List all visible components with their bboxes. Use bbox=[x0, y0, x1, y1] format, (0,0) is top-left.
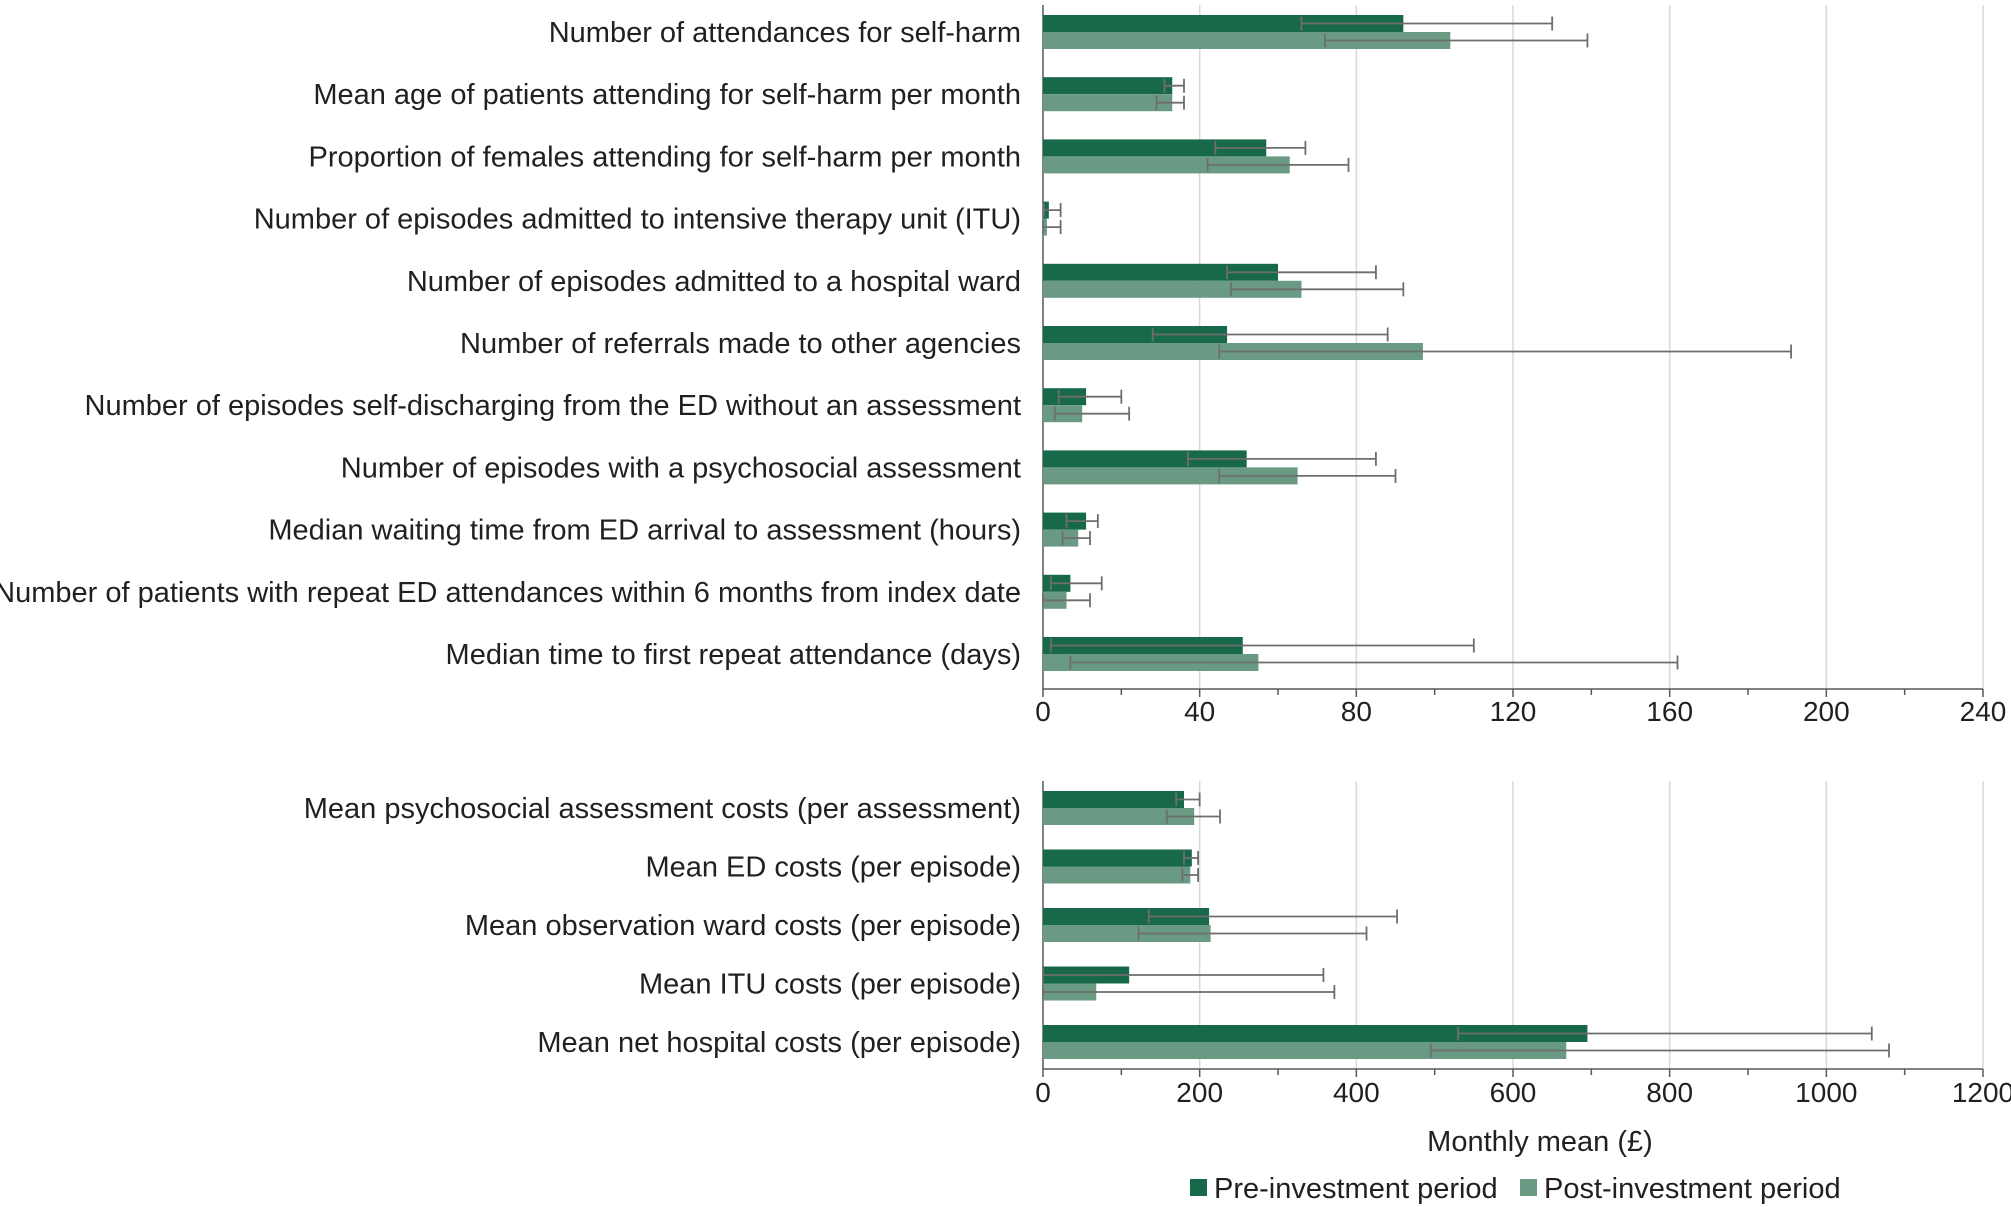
bar-bottom-post-2 bbox=[1043, 925, 1211, 942]
bar-top-post-4 bbox=[1043, 280, 1302, 298]
category-label-bottom-2: Mean observation ward costs (per episode… bbox=[465, 910, 1021, 942]
x-tick-label-top-0: 0 bbox=[1035, 696, 1051, 727]
x-tick-label-top-3: 120 bbox=[1490, 696, 1537, 727]
error-bar-bottom-pre-0 bbox=[1175, 792, 1201, 807]
bar-top-pre-0 bbox=[1043, 15, 1404, 32]
error-bar-bottom-pre-2 bbox=[1147, 909, 1398, 924]
bar-bottom-pre-0 bbox=[1043, 791, 1184, 808]
bar-top-post-8 bbox=[1043, 529, 1079, 547]
x-tick-label-top-1: 40 bbox=[1184, 696, 1215, 727]
category-label-bottom-1: Mean ED costs (per episode) bbox=[645, 852, 1021, 884]
x-tick-label-top-6: 240 bbox=[1960, 696, 2007, 727]
error-bar-top-pre-6 bbox=[1057, 389, 1123, 404]
legend-swatch-pre bbox=[1190, 1179, 1207, 1196]
error-bar-bottom-pre-4 bbox=[1457, 1026, 1873, 1041]
category-label-top-8: Median waiting time from ED arrival to a… bbox=[268, 515, 1021, 547]
error-bar-bottom-pre-1 bbox=[1183, 851, 1199, 865]
error-bar-top-pre-2 bbox=[1214, 140, 1307, 155]
x-tick-label-bottom-4: 800 bbox=[1646, 1077, 1693, 1108]
error-bar-top-pre-5 bbox=[1151, 327, 1389, 342]
bar-top-pre-7 bbox=[1043, 450, 1247, 468]
legend-label-post: Post-investment period bbox=[1544, 1173, 1841, 1205]
x-tick-label-top-5: 200 bbox=[1803, 696, 1850, 727]
error-bar-top-pre-3 bbox=[1042, 203, 1062, 218]
x-tick-label-bottom-2: 400 bbox=[1333, 1077, 1380, 1108]
error-bar-top-pre-0 bbox=[1300, 16, 1554, 31]
bar-bottom-pre-2 bbox=[1043, 908, 1210, 925]
legend-swatch-post bbox=[1520, 1179, 1537, 1196]
x-tick-label-bottom-1: 200 bbox=[1176, 1077, 1223, 1108]
error-bar-top-pre-7 bbox=[1187, 451, 1377, 466]
category-label-top-3: Number of episodes admitted to intensive… bbox=[254, 204, 1021, 236]
legend-label-pre: Pre-investment period bbox=[1214, 1173, 1498, 1205]
category-label-top-9: Number of patients with repeat ED attend… bbox=[0, 577, 1021, 609]
error-bar-top-post-7 bbox=[1218, 468, 1397, 483]
category-label-top-1: Mean age of patients attending for self-… bbox=[313, 79, 1021, 111]
error-bar-top-pre-10 bbox=[1049, 638, 1475, 653]
error-bar-bottom-post-0 bbox=[1165, 809, 1221, 824]
error-bar-top-post-2 bbox=[1206, 157, 1350, 172]
error-bar-top-pre-4 bbox=[1226, 265, 1377, 280]
error-bar-top-post-9 bbox=[1042, 593, 1091, 608]
category-label-bottom-3: Mean ITU costs (per episode) bbox=[639, 969, 1021, 1001]
error-bar-top-post-0 bbox=[1324, 33, 1589, 48]
x-tick-label-top-4: 160 bbox=[1646, 696, 1693, 727]
category-label-top-2: Proportion of females attending for self… bbox=[309, 141, 1021, 173]
bar-top-pre-4 bbox=[1043, 263, 1278, 281]
bar-top-post-2 bbox=[1043, 156, 1290, 174]
category-label-bottom-0: Mean psychosocial assessment costs (per … bbox=[304, 793, 1021, 825]
bar-top-pre-2 bbox=[1043, 139, 1267, 157]
error-bar-top-post-1 bbox=[1155, 95, 1185, 110]
category-label-top-7: Number of episodes with a psychosocial a… bbox=[341, 452, 1021, 484]
error-bar-top-pre-9 bbox=[1049, 576, 1103, 591]
category-label-top-0: Number of attendances for self-harm bbox=[549, 17, 1021, 49]
bar-top-post-0 bbox=[1043, 32, 1451, 49]
category-label-bottom-4: Mean net hospital costs (per episode) bbox=[537, 1027, 1021, 1059]
x-tick-label-bottom-0: 0 bbox=[1035, 1077, 1051, 1108]
x-tick-label-bottom-3: 600 bbox=[1490, 1077, 1537, 1108]
x-tick-label-bottom-5: 1000 bbox=[1795, 1077, 1857, 1108]
category-label-top-5: Number of referrals made to other agenci… bbox=[460, 328, 1021, 360]
error-bar-top-pre-8 bbox=[1065, 514, 1099, 529]
error-bar-top-post-10 bbox=[1069, 655, 1679, 670]
category-label-top-4: Number of episodes admitted to a hospita… bbox=[407, 266, 1021, 298]
category-label-top-10: Median time to first repeat attendance (… bbox=[446, 639, 1021, 671]
x-tick-label-bottom-6: 1200 bbox=[1952, 1077, 2011, 1108]
bar-top-pre-1 bbox=[1043, 77, 1173, 95]
legend: Pre-investment period Post-investment pe… bbox=[1190, 1173, 1841, 1205]
chart-panel-top: 0 40 80 120 160 200 240 Number of attendances f… bbox=[0, 5, 2006, 727]
bar-bottom-pre-4 bbox=[1043, 1025, 1588, 1042]
bar-bottom-post-0 bbox=[1043, 808, 1195, 825]
x-axis-title: Monthly mean (£) bbox=[1427, 1126, 1653, 1158]
error-bar-bottom-post-1 bbox=[1181, 868, 1199, 882]
bar-bottom-pre-1 bbox=[1043, 849, 1192, 867]
error-bar-top-post-4 bbox=[1230, 282, 1405, 297]
bar-bottom-post-4 bbox=[1043, 1042, 1567, 1059]
x-tick-label-top-2: 80 bbox=[1341, 696, 1372, 727]
error-bar-top-post-5 bbox=[1218, 344, 1792, 359]
bar-bottom-post-1 bbox=[1043, 866, 1191, 884]
error-bar-bottom-pre-3 bbox=[1042, 968, 1325, 982]
bar-top-pre-5 bbox=[1043, 326, 1228, 343]
error-bar-top-pre-1 bbox=[1163, 78, 1185, 93]
error-bar-bottom-post-4 bbox=[1429, 1043, 1890, 1058]
error-bar-top-post-6 bbox=[1053, 406, 1131, 421]
bar-top-post-7 bbox=[1043, 467, 1298, 485]
error-bar-bottom-post-3 bbox=[1042, 985, 1336, 999]
category-label-top-6: Number of episodes self-discharging from… bbox=[85, 390, 1022, 422]
bar-top-post-1 bbox=[1043, 94, 1173, 112]
error-bar-top-post-8 bbox=[1061, 531, 1091, 546]
error-bar-top-post-3 bbox=[1042, 220, 1062, 235]
error-bar-bottom-post-2 bbox=[1137, 926, 1368, 941]
chart-panel-bottom: 0 200 400 600 800 1000 1200 Mean psychosocial a… bbox=[304, 781, 2011, 1108]
bar-top-pre-8 bbox=[1043, 512, 1087, 530]
